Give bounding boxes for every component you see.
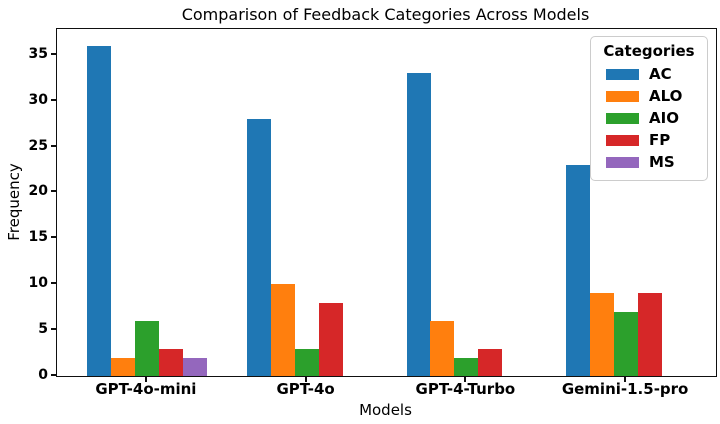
legend-item-AIO: AIO — [597, 107, 701, 129]
x-tick-mark — [464, 377, 467, 382]
y-tick-label-25: 25 — [28, 137, 48, 154]
y-tick-mark — [51, 98, 56, 101]
x-tick-label-Gemini-1.5-pro: Gemini-1.5-pro — [561, 380, 689, 398]
bar-FP-GPT-4o — [318, 302, 343, 376]
legend-swatch-ALO — [606, 90, 639, 102]
y-tick-label-35: 35 — [28, 45, 48, 62]
y-tick-label-30: 30 — [28, 91, 48, 108]
x-tick-mark — [624, 377, 627, 382]
bar-AC-GPT-4-Turbo — [406, 73, 431, 376]
legend-item-MS: MS — [597, 151, 701, 173]
legend-item-ALO: ALO — [597, 85, 701, 107]
y-tick-label-0: 0 — [38, 367, 48, 383]
bar-AIO-GPT-4o — [294, 348, 319, 376]
legend-swatch-AC — [606, 68, 639, 80]
legend-label-AC: AC — [649, 65, 672, 83]
bar-AIO-Gemini-1.5-pro — [614, 311, 639, 376]
y-tick-mark — [51, 374, 56, 376]
bar-AIO-GPT-4o-mini — [134, 320, 159, 376]
bar-AC-GPT-4o — [246, 119, 271, 376]
legend-label-ALO: ALO — [649, 87, 683, 105]
x-tick-mark — [144, 377, 147, 382]
x-tick-label-GPT-4o-mini: GPT-4o-mini — [95, 380, 197, 398]
y-tick-mark — [51, 144, 56, 147]
bar-FP-GPT-4-Turbo — [478, 348, 503, 376]
legend-title: Categories — [603, 42, 695, 60]
bar-ALO-GPT-4o-mini — [110, 357, 135, 376]
y-tick-mark — [51, 52, 56, 55]
legend-label-AIO: AIO — [649, 109, 679, 127]
y-tick-label-20: 20 — [28, 183, 48, 200]
legend: Categories AC ALO AIO FP MS — [590, 36, 708, 181]
chart-title: Comparison of Feedback Categories Across… — [181, 5, 590, 24]
legend-swatch-AIO — [606, 112, 639, 124]
bar-ALO-Gemini-1.5-pro — [590, 293, 615, 376]
bar-FP-Gemini-1.5-pro — [638, 293, 663, 376]
y-tick-label-5: 5 — [38, 321, 48, 338]
legend-item-AC: AC — [597, 63, 701, 85]
x-tick-label-GPT-4-Turbo: GPT-4-Turbo — [415, 380, 516, 398]
x-tick-mark — [304, 377, 307, 382]
bar-AIO-GPT-4-Turbo — [454, 357, 479, 376]
bar-ALO-GPT-4-Turbo — [430, 320, 455, 376]
legend-items: AC ALO AIO FP MS — [597, 63, 701, 173]
legend-label-MS: MS — [649, 153, 675, 171]
y-tick-mark — [51, 190, 56, 193]
bar-AC-Gemini-1.5-pro — [566, 164, 591, 376]
bar-ALO-GPT-4o — [270, 284, 295, 376]
y-tick-mark — [51, 236, 56, 239]
bar-AC-GPT-4o-mini — [87, 45, 111, 376]
y-tick-label-10: 10 — [28, 275, 48, 292]
x-tick-label-GPT-4o: GPT-4o — [276, 380, 335, 398]
y-tick-mark — [51, 328, 56, 331]
bar-MS-GPT-4o-mini — [182, 357, 207, 376]
legend-swatch-FP — [606, 134, 639, 146]
y-tick-mark — [51, 282, 56, 285]
bar-FP-GPT-4o-mini — [158, 348, 183, 376]
legend-item-FP: FP — [597, 129, 701, 151]
y-tick-label-15: 15 — [28, 229, 48, 246]
legend-swatch-MS — [606, 156, 639, 168]
x-axis-label: Models — [359, 401, 412, 419]
legend-label-FP: FP — [649, 131, 671, 149]
